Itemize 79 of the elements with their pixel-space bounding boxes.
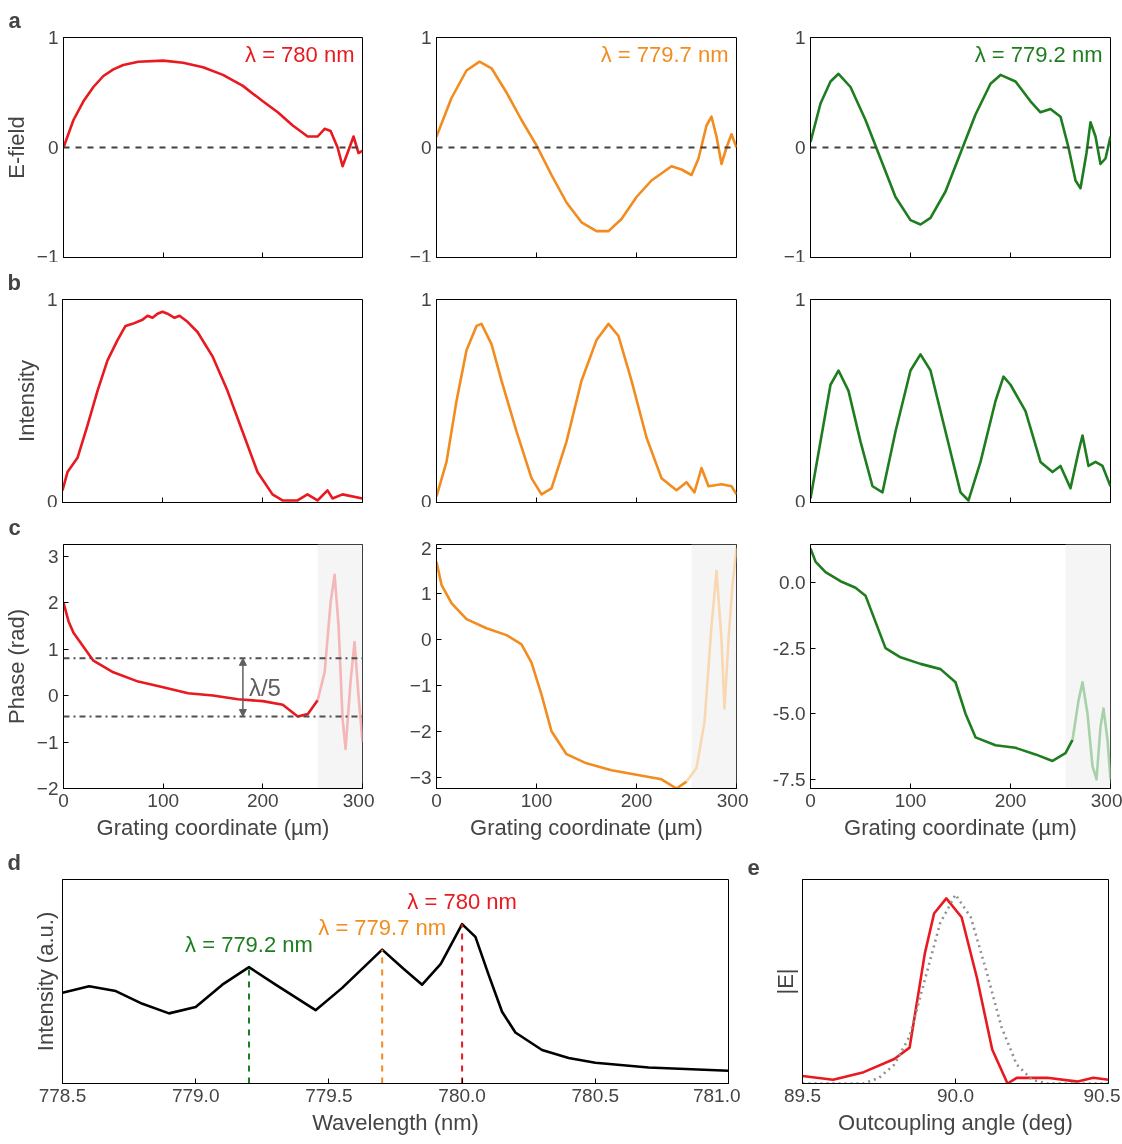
annotation: λ/5 [248, 673, 281, 701]
y-tick-label: 0 [47, 685, 59, 707]
y-tick-label: 1 [47, 638, 59, 660]
y-tick-label: −1 [36, 245, 59, 267]
line-series [1071, 680, 1111, 781]
x-tick-label: 780.0 [438, 1084, 486, 1106]
x-tick-label: 100 [147, 789, 180, 811]
x-tick-label: 89.5 [784, 1084, 821, 1106]
y-tick-label: 1 [420, 289, 432, 310]
y-tick-label: 1 [420, 583, 432, 605]
y-tick-label: 0 [420, 137, 432, 158]
x-tick-label: 779.0 [171, 1084, 220, 1106]
x-tick-label: 779.5 [305, 1084, 353, 1106]
y-tick-label: −1 [409, 675, 432, 696]
x-axis-title: Wavelength (nm) [312, 1109, 479, 1135]
x-tick-label: 90.0 [937, 1084, 974, 1106]
line-series [436, 60, 737, 233]
x-tick-label: 300 [716, 789, 749, 811]
x-axis-title: Grating coordinate (µm) [96, 814, 330, 840]
x-tick-label: 100 [894, 789, 927, 811]
chart-title: c [8, 514, 21, 540]
chart-title: a [8, 7, 22, 33]
y-tick-label: -5.0 [772, 703, 806, 725]
y-tick-label: 3 [47, 545, 59, 567]
ref-line-label: λ = 780 nm [407, 889, 517, 915]
y-tick-label: 0 [420, 490, 432, 512]
y-axis-title: Intensity (a.u.) [32, 911, 58, 1052]
y-tick-label: 0 [794, 137, 806, 158]
chart-title: d [7, 849, 21, 875]
y-tick-label: −2 [36, 778, 59, 799]
x-axis-title: Grating coordinate (µm) [470, 814, 703, 840]
x-tick-label: 200 [246, 789, 279, 811]
ref-line-label: λ = 779.7 nm [318, 914, 447, 940]
y-axis-title: Intensity [13, 360, 39, 442]
chart-title: e [747, 854, 760, 880]
line-series [63, 601, 319, 718]
x-tick-label: 300 [342, 789, 375, 811]
x-tick-label: 200 [994, 789, 1027, 811]
y-axis-title: Phase (rad) [3, 609, 29, 724]
y-axis-title: |E| [772, 968, 798, 995]
y-tick-label: −2 [409, 720, 432, 742]
y-tick-label: 0 [47, 137, 59, 158]
x-axis-title: Grating coordinate (µm) [844, 814, 1077, 840]
y-tick-label: 1 [794, 27, 806, 48]
text: λ = 779.7 nm [600, 41, 729, 67]
line-series [810, 72, 1111, 226]
y-tick-label: 2 [420, 537, 432, 559]
y-tick-label: 0 [794, 490, 806, 512]
y-tick-label: 0 [46, 490, 58, 512]
y-tick-label: 0.0 [779, 572, 806, 594]
line-series [436, 560, 688, 789]
y-tick-label: 1 [47, 27, 59, 48]
y-tick-label: −1 [409, 245, 432, 267]
y-tick-label: -7.5 [772, 768, 806, 790]
x-tick-label: 780.5 [571, 1084, 620, 1106]
y-tick-label: 1 [46, 289, 58, 310]
y-tick-label: −3 [409, 766, 432, 788]
y-tick-label: −1 [783, 245, 806, 267]
y-tick-label: 0 [420, 629, 432, 651]
y-tick-label: -2.5 [772, 637, 806, 659]
x-tick-label: 200 [620, 789, 653, 811]
y-tick-label: 2 [47, 592, 59, 614]
series-label: λ = 780 nm [245, 41, 355, 67]
y-axis-title: E-field [3, 116, 29, 179]
x-tick-label: 300 [1090, 789, 1122, 811]
y-tick-label: 1 [794, 289, 806, 310]
x-tick-label: 90.5 [1083, 1084, 1121, 1106]
ref-line-label: λ = 779.2 nm [185, 932, 313, 958]
x-tick-label: 100 [520, 789, 553, 811]
x-tick-label: 781.0 [692, 1084, 741, 1106]
y-tick-label: −1 [36, 731, 59, 753]
series-label: λ = 779.2 nm [974, 41, 1103, 67]
x-tick-label: 778.5 [38, 1084, 87, 1106]
x-axis-title: Outcoupling angle (deg) [838, 1109, 1073, 1135]
y-tick-label: 1 [420, 27, 432, 48]
line-series [810, 547, 1074, 763]
chart-title: b [7, 269, 21, 295]
line-series [436, 322, 737, 498]
line-series [316, 573, 363, 751]
